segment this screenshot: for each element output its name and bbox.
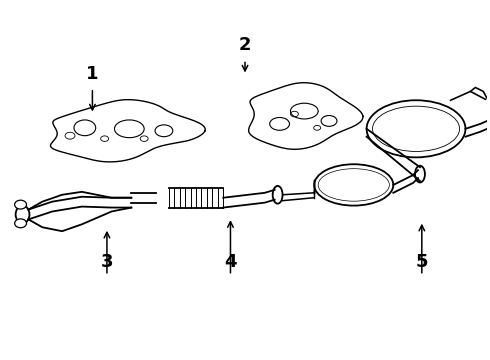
Text: 2: 2 <box>239 36 251 54</box>
Ellipse shape <box>415 166 425 183</box>
Ellipse shape <box>314 164 393 206</box>
Ellipse shape <box>15 219 26 228</box>
Ellipse shape <box>16 206 29 223</box>
Ellipse shape <box>15 200 26 209</box>
Text: 5: 5 <box>416 252 428 270</box>
Ellipse shape <box>272 186 283 204</box>
Text: 1: 1 <box>86 65 98 83</box>
Ellipse shape <box>367 100 465 157</box>
Text: 3: 3 <box>100 252 113 270</box>
Text: 4: 4 <box>224 252 237 270</box>
